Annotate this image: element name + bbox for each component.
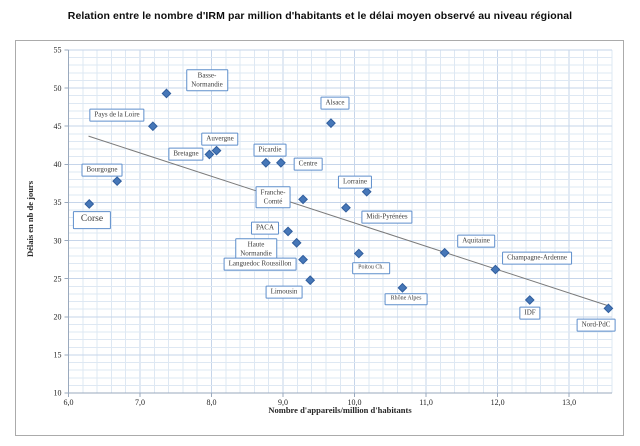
x-axis-title: Nombre d'appareils/million d'habitants xyxy=(268,405,412,415)
data-point-lorraine xyxy=(361,186,372,197)
data-point-corse xyxy=(84,199,95,209)
data-point-aquitaine xyxy=(439,247,450,258)
data-point-idf xyxy=(524,295,535,305)
y-tick-label: 15 xyxy=(54,351,62,360)
data-point-bourgogne xyxy=(112,176,123,187)
y-tick-label: 30 xyxy=(54,236,62,245)
y-tick-label: 50 xyxy=(54,84,62,93)
chart-title: Relation entre le nombre d'IRM par milli… xyxy=(67,10,573,22)
data-point-centre xyxy=(275,157,286,168)
data-point-haute-normandie xyxy=(291,237,302,248)
y-tick-label: 35 xyxy=(54,198,62,207)
data-point-midi-pyrénées xyxy=(341,202,351,213)
y-tick-label: 20 xyxy=(54,312,62,321)
trendline xyxy=(88,135,608,306)
x-tick-label: 10,0 xyxy=(348,398,362,407)
y-tick-label: 40 xyxy=(54,160,62,169)
y-tick-label: 55 xyxy=(54,46,62,55)
x-tick-label: 11,0 xyxy=(419,398,433,407)
data-point-auvergne xyxy=(211,145,222,156)
data-point-alsace xyxy=(326,118,336,129)
x-tick-labels: 6,0 7,0 8,0 9,0 10,0 11,0 12,0 13,0 xyxy=(64,398,577,407)
data-point-paca xyxy=(283,226,293,237)
data-point-picardie xyxy=(260,157,271,168)
data-point-poitou-ch. xyxy=(353,248,364,259)
data-point-bretagne xyxy=(204,149,215,160)
x-tick-label: 9,0 xyxy=(278,398,288,407)
data-point-franche--comté xyxy=(298,194,308,205)
data-point-basse--normandie xyxy=(161,88,172,99)
data-point-nord-pdc xyxy=(603,303,614,314)
x-tick-label: 7,0 xyxy=(135,398,145,407)
axes xyxy=(64,49,612,397)
gridlines xyxy=(68,49,613,394)
data-point-pays-de-la-loire xyxy=(147,121,158,132)
y-tick-labels: 10 15 20 25 30 35 40 45 50 55 xyxy=(54,46,62,398)
x-tick-label: 13,0 xyxy=(562,398,576,407)
data-point-champagne-ardenne xyxy=(490,264,501,275)
data-point-languedoc-roussillon xyxy=(298,254,308,265)
y-tick-label: 45 xyxy=(54,122,62,131)
y-tick-label: 25 xyxy=(54,274,62,283)
x-tick-label: 12,0 xyxy=(491,398,505,407)
data-points xyxy=(84,88,614,314)
x-tick-label: 8,0 xyxy=(207,398,217,407)
y-axis-title: Délais en nb de jours xyxy=(25,180,35,258)
y-tick-label: 10 xyxy=(54,389,62,398)
x-tick-label: 6,0 xyxy=(64,398,74,407)
data-point-rhône-alpes xyxy=(397,282,408,293)
data-point-limousin xyxy=(305,275,316,286)
